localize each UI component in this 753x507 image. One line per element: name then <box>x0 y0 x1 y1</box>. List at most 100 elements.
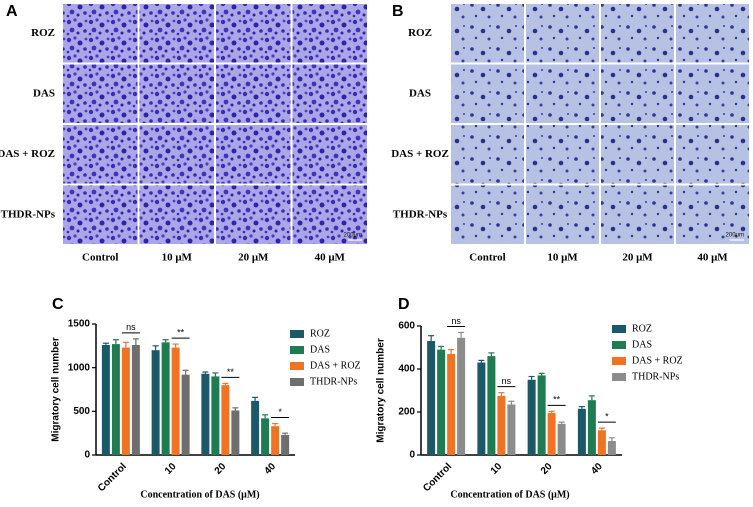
x-tick-label: 10 <box>163 461 179 477</box>
panel-label: C <box>52 296 64 313</box>
bar <box>597 430 606 455</box>
x-tick-label: Control <box>96 461 129 494</box>
legend-label: DAS <box>632 339 652 350</box>
bar <box>477 362 486 455</box>
micrograph <box>451 125 524 184</box>
x-axis-title: Concentration of DAS (μM) <box>140 489 259 500</box>
bar <box>507 404 516 455</box>
x-tick-label: Control <box>421 461 454 494</box>
bar-chart: C 0 500 1000 1500 Migratory cell number Concen… <box>51 296 361 500</box>
micrograph <box>216 125 291 184</box>
micrograph <box>676 64 749 123</box>
micrograph <box>139 185 214 244</box>
bar <box>577 408 586 455</box>
row-label: DAS <box>409 87 431 99</box>
legend-swatch <box>290 330 304 338</box>
row-label: DAS + ROZ <box>0 148 55 160</box>
x-tick-label: 10 <box>489 461 505 477</box>
micrograph <box>676 185 749 244</box>
micrograph <box>139 4 214 63</box>
legend-label: DAS <box>310 344 330 355</box>
panel-label: D <box>398 296 410 313</box>
significance-label: * <box>605 412 609 422</box>
bar <box>161 342 170 455</box>
x-tick-label: 20 <box>539 461 555 477</box>
column-label: 10 μM <box>162 252 193 264</box>
micrograph <box>601 125 674 184</box>
bar <box>111 344 120 455</box>
legend-label: THDR-NPs <box>310 376 357 387</box>
legend-label: THDR-NPs <box>632 371 679 382</box>
bar <box>457 337 466 455</box>
significance-label: ns <box>502 376 512 386</box>
micrograph <box>676 125 749 184</box>
legend-label: ROZ <box>310 328 330 339</box>
micrograph <box>63 4 138 63</box>
panel-label: B <box>392 3 404 20</box>
y-tick-label: 400 <box>398 364 415 375</box>
y-tick-label: 0 <box>84 450 90 461</box>
legend-swatch <box>612 357 626 365</box>
bar <box>557 423 566 455</box>
row-label: ROZ <box>31 27 55 39</box>
micrograph <box>526 125 599 184</box>
column-label: 40 μM <box>315 252 346 264</box>
micrograph <box>139 125 214 184</box>
column-label: 10 μM <box>547 252 578 264</box>
y-tick-label: 0 <box>409 450 415 461</box>
bar <box>437 349 446 455</box>
micrograph <box>216 64 291 123</box>
column-label: 40 μM <box>697 252 728 264</box>
micrograph <box>526 64 599 123</box>
x-tick-label: 40 <box>262 461 278 477</box>
legend-swatch <box>612 373 626 381</box>
significance-label: ns <box>126 322 136 332</box>
micrograph <box>292 64 367 123</box>
legend-swatch <box>612 341 626 349</box>
y-tick-label: 500 <box>73 406 90 417</box>
micrograph <box>451 64 524 123</box>
y-tick-label: 1500 <box>68 319 91 330</box>
bar <box>537 375 546 455</box>
micrograph <box>216 4 291 63</box>
y-tick-label: 600 <box>398 321 415 332</box>
micrograph <box>292 4 367 63</box>
row-label: ROZ <box>408 27 432 39</box>
image-panel: A ROZ DAS DAS + ROZ THDR-NPs Control 10 μM 20 μ… <box>0 3 367 264</box>
legend-label: ROZ <box>632 323 652 334</box>
column-label: Control <box>469 252 505 264</box>
column-label: 20 μM <box>622 252 653 264</box>
micrograph <box>292 185 367 244</box>
legend-label: DAS + ROZ <box>310 360 361 371</box>
bar-chart: D 0 200 400 600 Migratory cell number Concentr… <box>376 296 683 500</box>
row-label: THDR-NPs <box>1 208 56 220</box>
bar <box>427 341 436 455</box>
legend-swatch <box>290 378 304 386</box>
scale-bar-label: 200μm <box>726 233 744 239</box>
micrograph <box>63 64 138 123</box>
significance-label: ** <box>553 395 561 405</box>
significance-label: ns <box>451 316 461 326</box>
legend-label: DAS + ROZ <box>632 355 683 366</box>
micrograph <box>676 4 749 63</box>
bar <box>131 344 140 455</box>
x-tick-label: 40 <box>589 461 605 477</box>
scale-bar-label: 200μm <box>344 233 362 239</box>
micrograph <box>526 4 599 63</box>
significance-label: ** <box>227 367 235 377</box>
bar <box>101 344 110 455</box>
column-label: 20 μM <box>238 252 269 264</box>
bar <box>497 395 506 455</box>
bar <box>181 374 190 455</box>
row-label: THDR-NPs <box>393 208 448 220</box>
bar <box>201 373 210 455</box>
bar <box>447 353 456 455</box>
x-tick-label: 20 <box>213 461 229 477</box>
bar <box>151 350 160 455</box>
significance-label: ** <box>177 327 185 337</box>
column-label: Control <box>82 252 118 264</box>
bar <box>547 413 556 455</box>
micrograph <box>601 4 674 63</box>
bar <box>587 400 596 455</box>
